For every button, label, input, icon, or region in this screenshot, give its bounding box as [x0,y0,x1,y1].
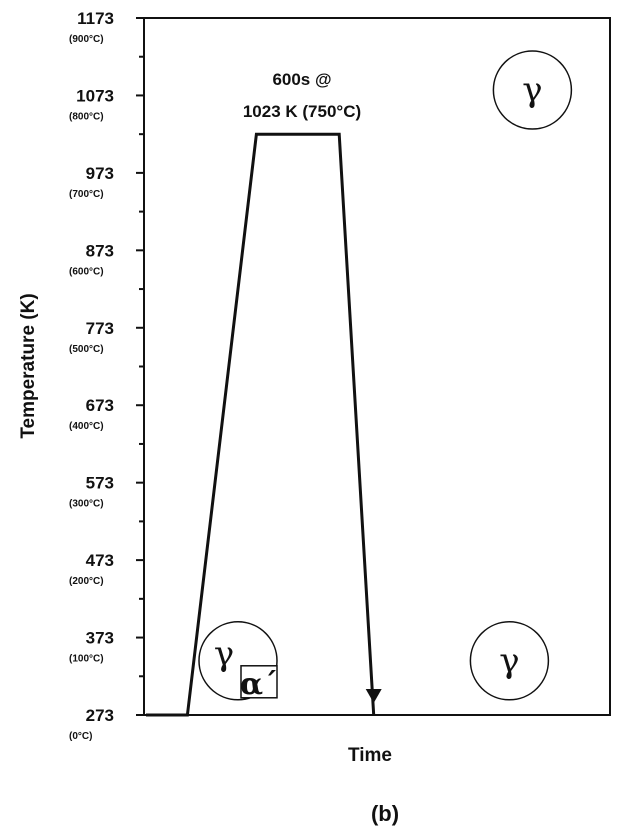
y-tick-label-celsius: (700°C) [69,189,104,200]
cooling-arrowhead [365,689,382,703]
y-tick-label-celsius: (800°C) [69,111,104,122]
y-tick-label-kelvin: 373 [86,629,114,648]
y-tick-label-kelvin: 573 [86,474,114,493]
y-tick-label-celsius: (300°C) [69,499,104,510]
y-tick-label-celsius: (500°C) [69,344,104,355]
y-tick-label-kelvin: 473 [86,551,114,570]
y-tick-label-kelvin: 673 [86,396,114,415]
y-tick-label-celsius: (200°C) [69,576,104,587]
y-tick-label-celsius: (100°C) [69,654,104,665]
y-tick-label-kelvin: 973 [86,164,114,183]
gamma-phase-symbol: γ [499,641,519,681]
alpha-prime-phase-symbol: α´ [240,667,278,702]
hold-annotation-line2: 1023 K (750°C) [243,102,361,121]
y-tick-label-kelvin: 873 [86,241,114,260]
y-tick-label-celsius: (600°C) [69,266,104,277]
phase-circle [492,50,573,130]
phase-circles-layer: γγα´γ [198,50,573,702]
y-tick-label-kelvin: 773 [86,319,114,338]
phase-circle [469,621,550,701]
y-tick-label-kelvin: 1173 [77,9,114,28]
y-axis-ticks: 1173 (900°C) 1073 (800°C) 973 (700°C) 873 (600°… [69,9,144,742]
y-tick-label-celsius: (0°C) [69,731,92,742]
gamma-phase-symbol: γ [214,634,234,674]
hold-annotation-line1: 600s @ [272,70,331,89]
heat-treatment-curve [146,132,376,717]
y-axis-label: Temperature (K) [18,293,39,438]
y-tick-label-kelvin: 273 [86,706,114,725]
series-layer [146,132,382,717]
figure-label: (b) [371,801,399,826]
y-tick-label-kelvin: 1073 [76,86,114,105]
x-axis-label: Time [348,745,392,766]
y-tick-label-celsius: (400°C) [69,421,104,432]
y-tick-label-celsius: (900°C) [69,34,104,45]
gamma-phase-symbol: γ [522,70,542,110]
alpha-prime-box [240,665,278,699]
